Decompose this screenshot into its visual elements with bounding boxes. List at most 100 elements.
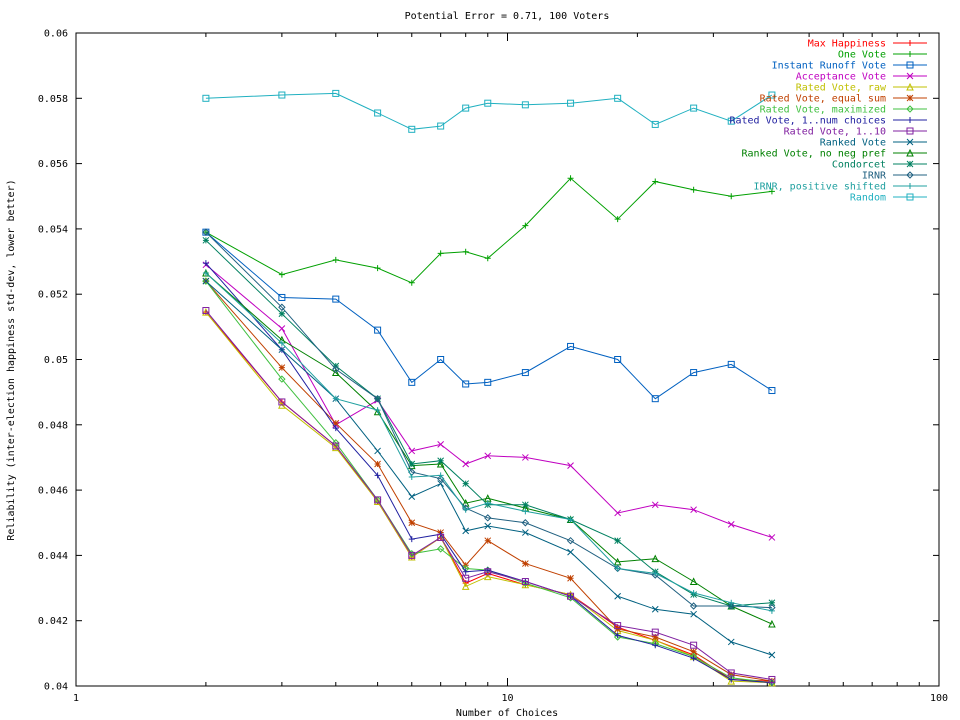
data-point <box>374 407 381 414</box>
legend-entry: Rated Vote, maximized <box>760 105 927 116</box>
series-line <box>205 272 772 612</box>
data-point <box>522 501 529 509</box>
data-point <box>332 89 340 97</box>
data-point <box>437 122 445 130</box>
data-point <box>690 104 698 112</box>
data-point <box>461 499 470 507</box>
data-point <box>690 369 698 377</box>
data-point <box>651 628 659 636</box>
data-point <box>521 101 529 109</box>
data-point <box>652 178 659 185</box>
data-point <box>728 676 735 683</box>
series-10 <box>202 277 776 659</box>
data-point <box>651 554 660 563</box>
x-tick-label: 100 <box>930 693 948 704</box>
data-point <box>768 188 775 195</box>
data-point <box>278 303 286 311</box>
data-point <box>373 394 382 403</box>
legend-entry: Condorcet <box>832 160 927 171</box>
legend-entry: One Vote <box>838 50 927 61</box>
data-point <box>408 536 415 543</box>
data-point <box>522 529 529 536</box>
series-line <box>205 239 772 607</box>
data-point <box>408 125 416 133</box>
data-point <box>727 602 735 610</box>
data-point <box>437 356 445 363</box>
legend-label: Acceptance Vote <box>796 72 886 83</box>
data-point <box>727 521 735 528</box>
data-point <box>690 641 698 649</box>
x-tick-label: 10 <box>501 693 513 704</box>
data-point <box>522 222 529 229</box>
legend-marker <box>906 127 914 135</box>
data-point <box>202 307 210 315</box>
data-point <box>690 610 697 618</box>
legend-entry: IRNR, positive shifted <box>754 182 927 193</box>
legend-marker <box>906 61 914 69</box>
legend-label: IRNR, positive shifted <box>754 182 886 193</box>
data-point <box>768 619 776 628</box>
y-tick-label: 0.042 <box>38 616 68 627</box>
data-point <box>408 474 415 481</box>
series-line <box>205 177 772 284</box>
data-point <box>462 380 470 388</box>
y-tick-label: 0.044 <box>38 551 68 562</box>
data-point <box>374 460 381 468</box>
data-point <box>331 368 340 377</box>
series-6 <box>202 277 776 685</box>
y-tick-label: 0.04 <box>44 682 68 693</box>
data-point <box>332 425 339 432</box>
data-point <box>614 622 622 630</box>
data-point <box>521 578 529 586</box>
data-point <box>332 395 339 402</box>
legend-label: Instant Runoff Vote <box>772 61 886 72</box>
data-point <box>332 295 340 303</box>
legend-entry: Rated Vote, equal sum <box>760 94 927 105</box>
data-point <box>278 398 286 406</box>
data-point <box>567 462 574 469</box>
legend-label: Random <box>850 193 886 204</box>
series-12 <box>202 236 776 610</box>
data-point <box>202 260 209 267</box>
legend-entry: Instant Runoff Vote <box>772 61 927 72</box>
x-axis-label: Number of Choices <box>456 708 558 719</box>
legend-marker <box>906 72 914 80</box>
legend-marker <box>906 138 914 146</box>
data-point <box>484 514 492 522</box>
series-7 <box>202 277 776 687</box>
legend-label: Rated Vote, equal sum <box>760 94 886 105</box>
legend-entry: Max Happiness <box>808 39 927 50</box>
data-point <box>462 248 469 255</box>
series-8 <box>202 260 775 686</box>
y-tick-label: 0.056 <box>38 159 68 170</box>
data-point <box>522 454 529 461</box>
series-line <box>205 231 772 609</box>
data-point <box>689 602 698 610</box>
x-tick-label: 1 <box>73 693 79 704</box>
y-tick-label: 0.046 <box>38 486 68 497</box>
data-point <box>567 516 574 523</box>
y-tick-label: 0.048 <box>38 420 68 431</box>
data-point <box>651 120 659 128</box>
data-point <box>408 279 415 286</box>
data-point <box>407 552 416 561</box>
data-point <box>408 551 416 559</box>
data-point <box>522 560 529 567</box>
data-point <box>690 589 697 596</box>
data-point <box>462 480 470 487</box>
data-point <box>437 457 445 465</box>
data-point <box>689 577 698 586</box>
data-point <box>727 676 736 685</box>
legend-marker <box>907 183 913 189</box>
data-point <box>437 533 445 541</box>
data-point <box>408 519 416 527</box>
series-3 <box>202 228 776 403</box>
series-line <box>205 280 772 682</box>
data-point <box>408 378 416 386</box>
legend-label: Rated Vote, 1..num choices <box>729 116 886 127</box>
data-point <box>567 548 574 556</box>
data-point <box>614 565 621 572</box>
legend-entry: IRNR <box>862 171 927 182</box>
